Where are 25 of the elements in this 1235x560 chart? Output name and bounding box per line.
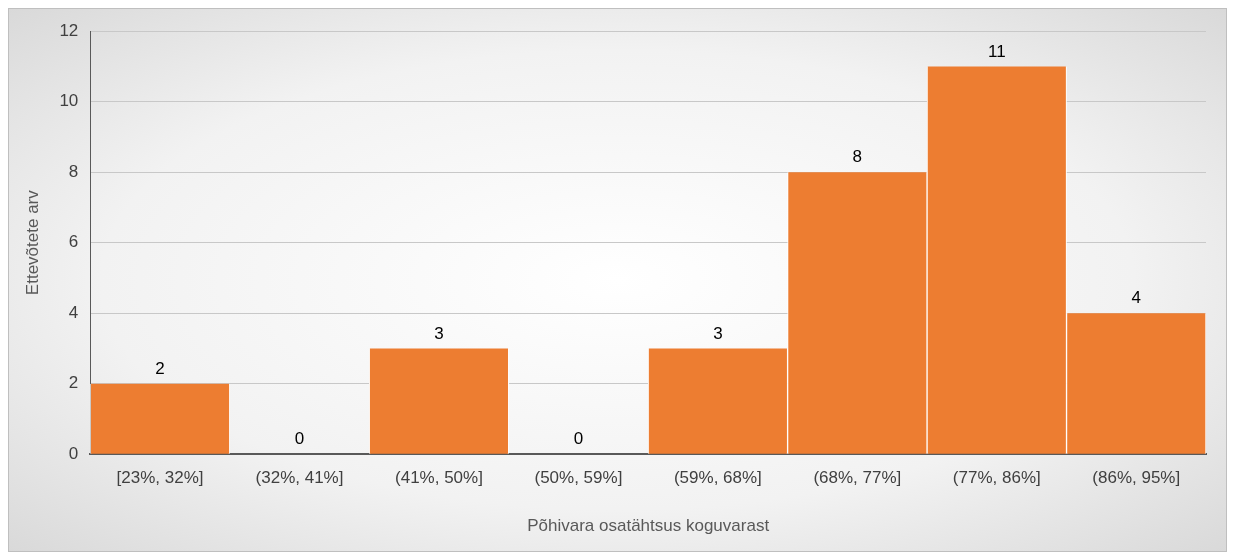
x-tick-label: (77%, 86%] <box>952 468 1041 488</box>
x-tick-label: (41%, 50%] <box>395 468 483 488</box>
y-tick-label: 10 <box>59 91 79 111</box>
data-label: 4 <box>1131 288 1141 308</box>
x-tick-label: (68%, 77%] <box>813 468 902 488</box>
x-tick-label: (86%, 95%] <box>1092 468 1181 488</box>
y-tick-label: 0 <box>68 443 79 463</box>
x-tick-label: (50%, 59%] <box>534 468 623 488</box>
x-axis-title: Põhivara osatähtsus koguvarast <box>527 516 770 536</box>
data-label: 11 <box>987 41 1006 61</box>
x-tick-label: [23%, 32%] <box>116 468 204 488</box>
data-label: 2 <box>155 358 165 378</box>
data-label: 8 <box>852 147 863 167</box>
data-label: 3 <box>713 323 723 343</box>
y-tick-label: 6 <box>68 232 79 252</box>
x-tick-label: (32%, 41%] <box>255 468 344 488</box>
x-tick-label: (59%, 68%] <box>673 468 762 488</box>
y-axis-title: Ettevõtete arv <box>22 189 42 296</box>
data-label: 3 <box>434 323 444 343</box>
y-tick-label: 4 <box>68 302 79 322</box>
y-tick-label: 12 <box>59 20 79 40</box>
y-tick-label: 2 <box>68 373 79 393</box>
y-tick-label: 8 <box>68 161 79 181</box>
data-label: 0 <box>573 429 584 449</box>
data-label: 0 <box>294 429 305 449</box>
